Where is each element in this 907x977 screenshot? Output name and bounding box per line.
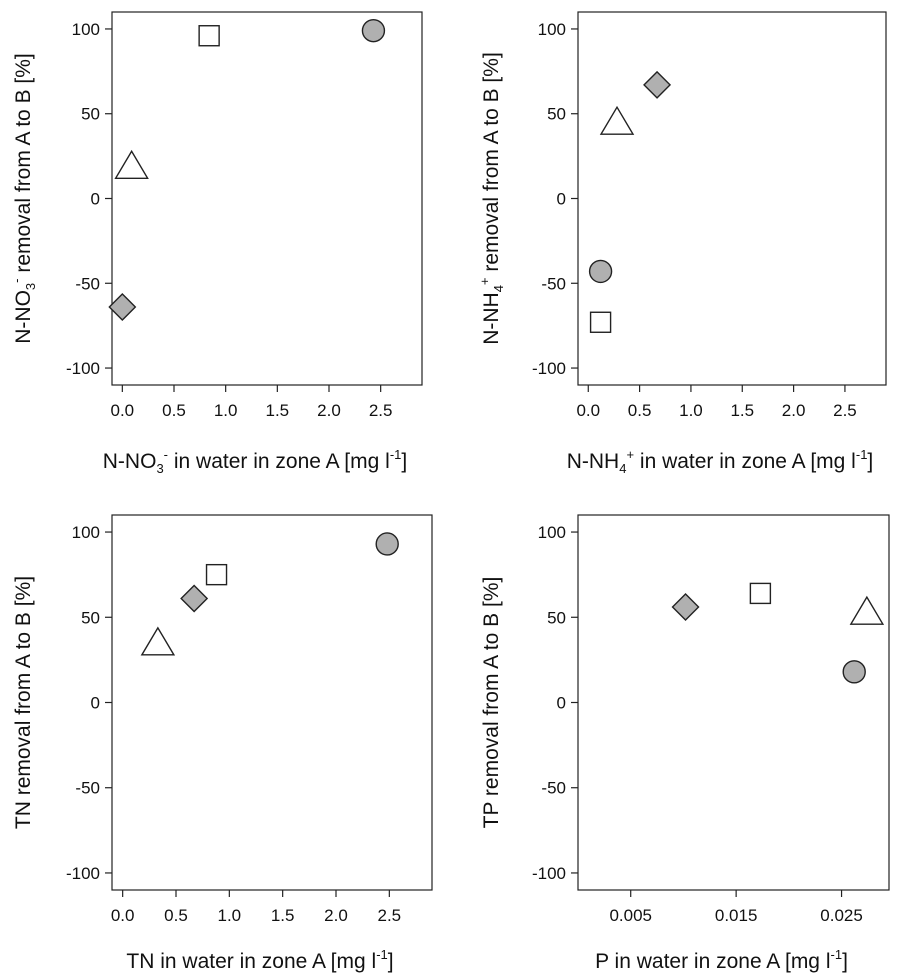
x-tick-label: 1.0 bbox=[679, 401, 703, 420]
y-tick-label: -50 bbox=[541, 779, 566, 798]
data-point-circle bbox=[588, 259, 613, 284]
y-tick-label: -100 bbox=[532, 359, 566, 378]
data-point-square bbox=[749, 582, 772, 605]
data-point-square bbox=[198, 25, 220, 47]
data-point-triangle bbox=[849, 595, 885, 625]
x-tick-label: 0.0 bbox=[111, 906, 135, 925]
data-point-square bbox=[589, 311, 612, 333]
y-tick-label: 50 bbox=[81, 608, 100, 627]
x-tick-label: 2.5 bbox=[369, 401, 393, 420]
x-tick-label: 1.5 bbox=[271, 906, 295, 925]
y-axis-label: TN removal from A to B [%] bbox=[12, 576, 35, 829]
x-tick-label: 0.5 bbox=[628, 401, 652, 420]
data-point-diamond bbox=[643, 70, 672, 99]
scatter-panel-2: -100 -50 0 50 100 0.0 0.5 1.0 1.5 2.0 2.5 N-NH4+ in… bbox=[477, 11, 887, 476]
x-tick-label: 1.5 bbox=[730, 401, 754, 420]
y-tick-label: 50 bbox=[81, 105, 100, 124]
y-tick-label: -100 bbox=[66, 864, 100, 883]
y-tick-label: 0 bbox=[557, 694, 566, 713]
x-tick-label: 0.025 bbox=[820, 906, 863, 925]
y-tick-label: -100 bbox=[532, 864, 566, 883]
x-axis-label: N-NH4+ in water in zone A [mg l-1] bbox=[567, 447, 874, 476]
y-tick-label: 50 bbox=[547, 608, 566, 627]
x-axis-label: P in water in zone A [mg l-1] bbox=[595, 947, 848, 973]
plot-frame bbox=[111, 11, 423, 386]
y-tick-label: -50 bbox=[541, 274, 566, 293]
x-tick-label: 0.0 bbox=[576, 401, 600, 420]
y-tick-label: 0 bbox=[91, 694, 100, 713]
y-tick-label: -50 bbox=[75, 779, 100, 798]
y-tick-label: 0 bbox=[557, 190, 566, 209]
y-tick-label: 100 bbox=[538, 523, 566, 542]
scatter-panel-4: -100 -50 0 50 100 0.005 0.015 0.025 P in water i… bbox=[480, 514, 890, 973]
y-axis-label: TP removal from A to B [%] bbox=[480, 577, 503, 829]
y-tick-label: 50 bbox=[547, 105, 566, 124]
x-tick-label: 0.5 bbox=[162, 401, 186, 420]
x-tick-label: 0.0 bbox=[111, 401, 135, 420]
data-point-circle bbox=[361, 18, 386, 43]
scatter-panel-3: -100 -50 0 50 100 0.0 0.5 1.0 1.5 2.0 2.5 TN in wat… bbox=[12, 514, 433, 973]
y-tick-label: 100 bbox=[538, 20, 566, 39]
plot-frame bbox=[111, 514, 433, 891]
y-tick-label: 100 bbox=[72, 20, 100, 39]
y-tick-label: 0 bbox=[91, 190, 100, 209]
x-tick-label: 0.5 bbox=[164, 906, 188, 925]
x-tick-label: 2.5 bbox=[833, 401, 857, 420]
data-point-circle bbox=[375, 532, 399, 556]
data-point-triangle bbox=[114, 149, 149, 179]
data-point-diamond bbox=[108, 293, 137, 321]
x-tick-label: 2.0 bbox=[782, 401, 806, 420]
x-tick-label: 2.0 bbox=[317, 401, 341, 420]
x-tick-label: 1.0 bbox=[214, 401, 238, 420]
y-axis-label: N-NO3- removal from A to B [%] bbox=[9, 53, 38, 344]
y-axis-label: N-NH4+ removal from A to B [%] bbox=[477, 52, 506, 345]
data-point-circle bbox=[842, 660, 866, 684]
y-tick-label: -100 bbox=[66, 359, 100, 378]
data-point-square bbox=[205, 563, 228, 586]
plot-frame bbox=[577, 514, 890, 891]
x-axis-label: TN in water in zone A [mg l-1] bbox=[126, 947, 393, 973]
x-tick-label: 0.015 bbox=[715, 906, 758, 925]
y-tick-label: 100 bbox=[72, 523, 100, 542]
x-tick-label: 0.005 bbox=[609, 906, 652, 925]
x-tick-label: 2.0 bbox=[324, 906, 348, 925]
scatter-panel-1: -100 -50 0 50 100 0.0 0.5 1.0 1.5 2.0 2.5 N-NO3- in… bbox=[9, 11, 423, 476]
x-tick-label: 1.0 bbox=[218, 906, 242, 925]
y-tick-label: -50 bbox=[75, 274, 100, 293]
data-point-triangle bbox=[140, 626, 176, 656]
data-point-diamond bbox=[671, 593, 700, 622]
x-tick-label: 1.5 bbox=[266, 401, 290, 420]
data-point-triangle bbox=[599, 105, 635, 135]
x-tick-label: 2.5 bbox=[378, 906, 402, 925]
x-axis-label: N-NO3- in water in zone A [mg l-1] bbox=[103, 447, 407, 476]
data-point-diamond bbox=[180, 584, 209, 613]
plot-frame bbox=[577, 11, 887, 386]
